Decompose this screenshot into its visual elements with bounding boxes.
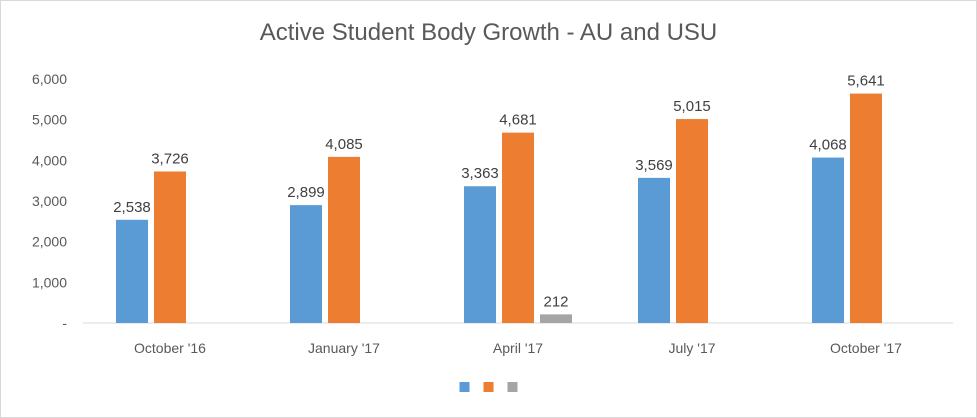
data-label: 3,363: [461, 165, 499, 182]
x-tick-label: October '16: [134, 340, 206, 356]
chart-title: Active Student Body Growth - AU and USU: [259, 19, 718, 46]
x-tick-label: January '17: [308, 340, 380, 356]
x-axis-tick-labels: October '16 January '17 April '17 July '17 O…: [134, 340, 902, 356]
y-tick-label: 4,000: [32, 152, 67, 168]
bar: [328, 156, 360, 323]
data-label: 212: [543, 293, 568, 310]
bar: [290, 205, 322, 323]
data-label: 5,015: [673, 98, 711, 115]
x-tick-label: October '17: [830, 340, 902, 356]
bar: [540, 314, 572, 323]
y-tick-label: 2,000: [32, 234, 67, 250]
y-tick-label: 3,000: [32, 193, 67, 209]
bars: [116, 93, 882, 323]
data-label: 5,641: [847, 73, 885, 90]
y-tick-label: 5,000: [32, 112, 67, 128]
bar: [812, 157, 844, 323]
data-label: 3,569: [635, 157, 673, 174]
legend-swatch: [507, 382, 518, 392]
data-label: 3,726: [151, 150, 189, 167]
legend: [459, 382, 518, 392]
data-label: 2,899: [287, 184, 325, 201]
bar: [676, 119, 708, 323]
bar: [154, 171, 186, 323]
bar: [464, 186, 496, 323]
y-axis-tick-labels: - 1,000 2,000 3,000 4,000 5,000 6,000: [32, 71, 67, 331]
x-tick-label: April '17: [493, 340, 543, 356]
data-label: 4,681: [499, 112, 537, 129]
data-label: 2,538: [113, 199, 151, 216]
y-tick-label: 6,000: [32, 71, 67, 87]
bar: [850, 93, 882, 323]
legend-swatch: [483, 382, 494, 392]
data-label: 4,068: [809, 137, 847, 154]
bar: [502, 132, 534, 323]
y-tick-label: -: [62, 315, 67, 331]
data-label: 4,085: [325, 136, 363, 153]
legend-swatch: [459, 382, 470, 392]
data-labels: 2,538 3,726 2,899 4,085 3,363 4,681 212 3,569 5,…: [113, 73, 885, 311]
x-tick-label: July '17: [668, 340, 715, 356]
bar: [638, 177, 670, 323]
y-tick-label: 1,000: [32, 274, 67, 290]
bar: [116, 219, 148, 323]
